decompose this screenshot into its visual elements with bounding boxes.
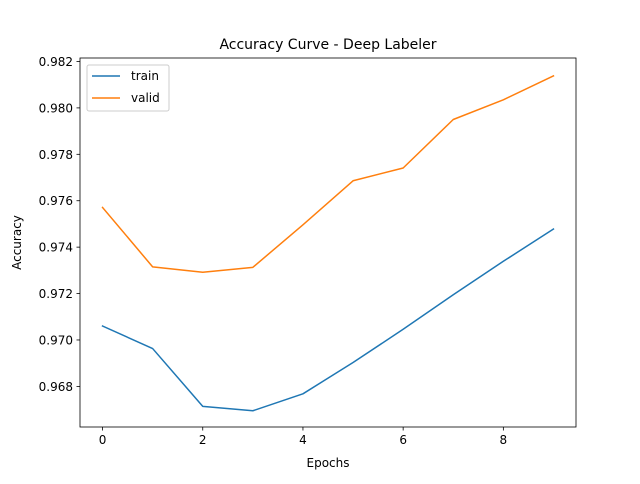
y-tick-label: 0.972: [39, 287, 73, 301]
x-tick-label: 0: [99, 433, 107, 447]
y-tick-label: 0.970: [39, 333, 73, 347]
y-tick-label: 0.982: [39, 55, 73, 69]
legend-label-train: train: [131, 69, 159, 83]
x-tick-label: 4: [299, 433, 307, 447]
series-line-train: [101, 228, 555, 412]
y-tick-label: 0.974: [39, 241, 73, 255]
x-tick-label: 6: [399, 433, 407, 447]
x-tick-label: 2: [199, 433, 207, 447]
plot-lines: [101, 74, 555, 412]
x-axis-ticks: 0 2 4 6 8: [99, 427, 507, 447]
y-tick-label: 0.980: [39, 101, 73, 115]
x-axis-label: Epochs: [307, 456, 350, 470]
y-tick-label: 0.976: [39, 194, 73, 208]
chart-title: Accuracy Curve - Deep Labeler: [219, 37, 436, 53]
y-tick-label: 0.978: [39, 148, 73, 162]
y-axis-label: Accuracy: [10, 215, 24, 270]
legend-label-valid: valid: [131, 91, 160, 105]
plot-frame: [79, 57, 577, 428]
series-line-valid: [101, 74, 555, 273]
y-axis-ticks: 0.968 0.970 0.972 0.974 0.976 0.978 0.980 0.982: [39, 55, 80, 394]
x-tick-label: 8: [500, 433, 508, 447]
y-tick-label: 0.968: [39, 380, 73, 394]
legend: train valid: [86, 64, 170, 112]
